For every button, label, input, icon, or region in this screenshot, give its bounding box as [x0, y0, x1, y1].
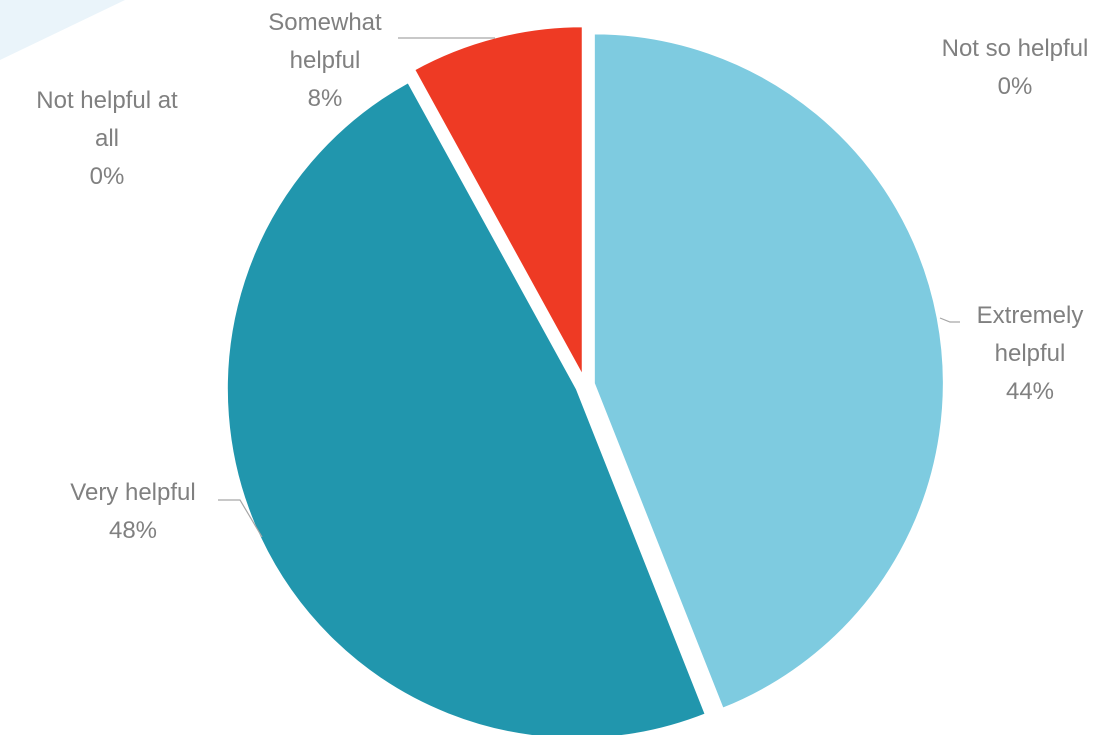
leader-very-helpful	[218, 499, 263, 538]
background-accent-shape	[0, 0, 125, 60]
label-somewhat-helpful-line1: Somewhat	[268, 9, 382, 36]
label-not-so-helpful-line1: Not so helpful	[942, 35, 1089, 62]
label-very-helpful: Very helpful 48%	[70, 479, 195, 544]
label-extremely-helpful-line2: helpful	[995, 340, 1066, 367]
pie-slice-very-helpful	[225, 80, 707, 735]
label-very-helpful-line1: Very helpful	[70, 479, 195, 506]
label-extremely-helpful-line1: Extremely	[977, 302, 1084, 329]
label-extremely-helpful: Extremely helpful 44%	[977, 302, 1084, 405]
label-somewhat-helpful-line2: helpful	[290, 47, 361, 74]
label-not-helpful-at-all-line2: all	[95, 125, 119, 152]
label-somewhat-helpful-value: 8%	[308, 85, 343, 112]
pie-slice-somewhat-helpful	[412, 25, 584, 377]
leader-extremely-helpful	[939, 317, 960, 323]
label-not-so-helpful: Not so helpful 0%	[942, 35, 1089, 100]
pie-slice-extremely-helpful	[592, 32, 945, 711]
label-not-so-helpful-value: 0%	[998, 73, 1033, 100]
label-very-helpful-value: 48%	[109, 517, 157, 544]
label-extremely-helpful-value: 44%	[1006, 378, 1054, 405]
label-not-helpful-at-all: Not helpful at all 0%	[36, 87, 178, 190]
label-not-helpful-at-all-value: 0%	[90, 163, 125, 190]
label-somewhat-helpful: Somewhat helpful 8%	[268, 9, 382, 112]
label-not-helpful-at-all-line1: Not helpful at	[36, 87, 178, 114]
